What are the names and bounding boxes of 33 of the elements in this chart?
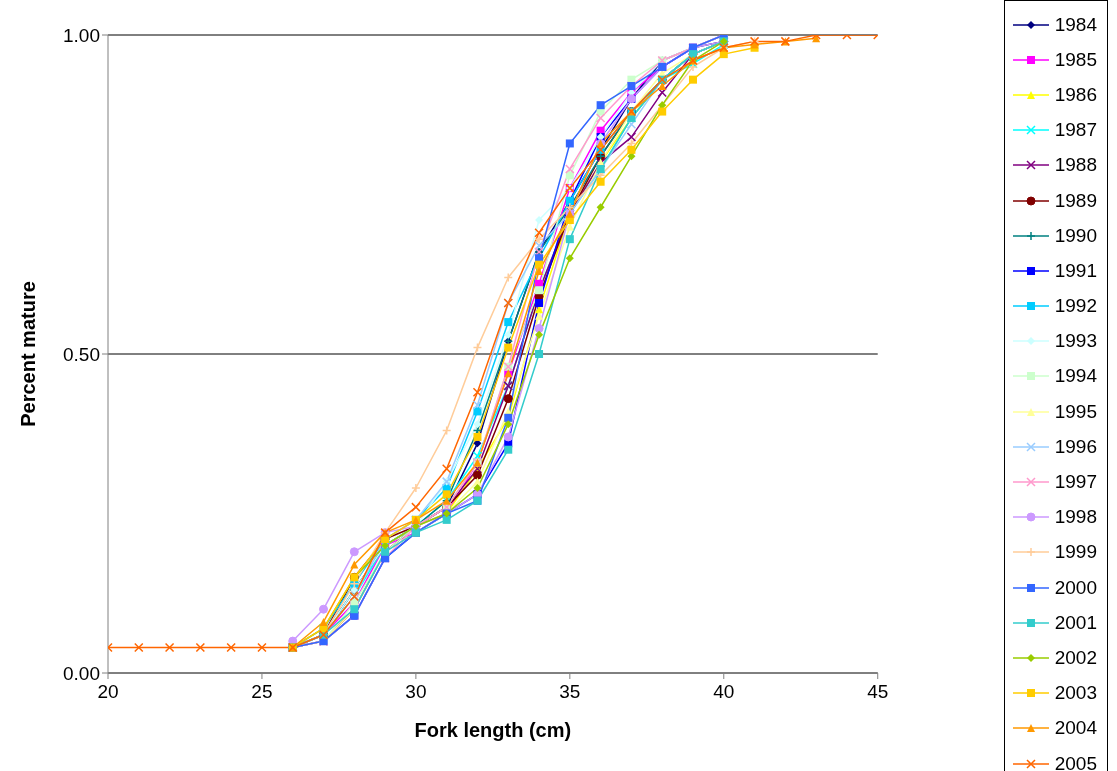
y-axis-title: Percent mature: [17, 281, 40, 427]
y-tick-label: 1.00: [63, 24, 100, 46]
x-tick-label: 25: [251, 681, 273, 703]
legend-label: 1997: [1054, 471, 1097, 494]
x-tick-label: 20: [97, 681, 119, 703]
x-tick-label: 40: [713, 681, 735, 703]
legend-label: 2003: [1054, 682, 1097, 705]
x-tick-label: 45: [867, 681, 889, 703]
y-tick-label: 0.50: [63, 343, 100, 365]
legend-label: 1986: [1054, 83, 1097, 106]
legend-label: 1996: [1054, 435, 1097, 458]
legend-label: 1999: [1054, 541, 1097, 564]
y-tick-label: 0.00: [63, 662, 100, 684]
legend-label: 2005: [1054, 752, 1097, 771]
legend-label: 1993: [1054, 330, 1097, 353]
x-tick-label: 30: [405, 681, 427, 703]
legend-label: 1989: [1054, 189, 1097, 212]
x-tick-label: 35: [559, 681, 581, 703]
legend-label: 1988: [1054, 154, 1097, 177]
legend-label: 2002: [1054, 646, 1097, 669]
legend-label: 1994: [1054, 365, 1097, 388]
legend-label: 2001: [1054, 611, 1097, 634]
legend-label: 1995: [1054, 400, 1097, 423]
legend-label: 1987: [1054, 119, 1097, 142]
legend-label: 2004: [1054, 717, 1097, 740]
legend-label: 1992: [1054, 295, 1097, 318]
legend-label: 1984: [1054, 13, 1097, 36]
x-axis-title: Fork length (cm): [414, 719, 572, 741]
legend-label: 1990: [1054, 224, 1097, 247]
legend-label: 1985: [1054, 48, 1097, 71]
legend-label: 1998: [1054, 506, 1097, 529]
legend-label: 2000: [1054, 576, 1097, 599]
legend-label: 1991: [1054, 259, 1097, 282]
